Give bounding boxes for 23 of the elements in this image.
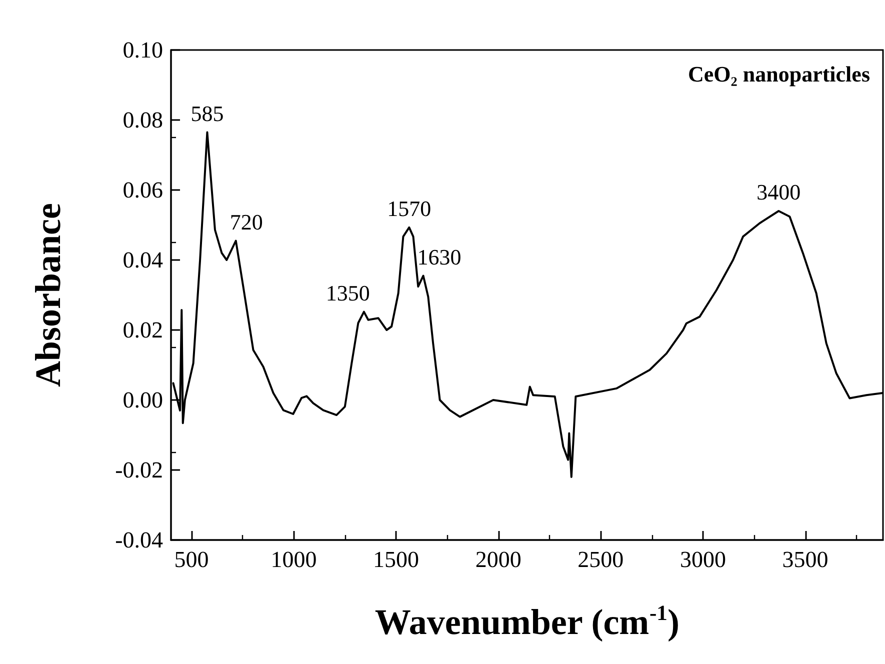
x-tick-label: 3500 bbox=[782, 547, 828, 572]
y-tick-label: -0.02 bbox=[115, 458, 163, 482]
y-tick-label: 0.08 bbox=[122, 108, 163, 132]
x-tick-label: 500 bbox=[174, 547, 209, 572]
x-tick-label: 3000 bbox=[680, 547, 726, 572]
y-tick-label: 0.06 bbox=[122, 178, 163, 202]
annotation: 720 bbox=[230, 209, 263, 234]
y-tick-label: 0.10 bbox=[122, 38, 163, 62]
annotation: 3400 bbox=[756, 180, 801, 204]
x-tick-label: 1000 bbox=[270, 547, 317, 572]
annotation: 585 bbox=[190, 100, 224, 126]
annotation: 1570 bbox=[387, 196, 432, 221]
y-tick-label: 0.02 bbox=[122, 318, 163, 342]
x-tick-label: 2500 bbox=[578, 547, 624, 572]
annotation: 1350 bbox=[326, 280, 370, 306]
text: CeO₂ nanoparticles bbox=[688, 62, 870, 86]
y-tick-label: 0.04 bbox=[122, 248, 164, 272]
annotation: 1630 bbox=[417, 244, 462, 270]
y-tick-label: -0.04 bbox=[115, 528, 164, 552]
y-axis-title: Absorbance bbox=[28, 202, 68, 388]
x-tick-label: 1500 bbox=[373, 547, 420, 572]
x-tick-label: 2000 bbox=[475, 547, 522, 572]
y-tick-label: 0.00 bbox=[122, 388, 163, 412]
